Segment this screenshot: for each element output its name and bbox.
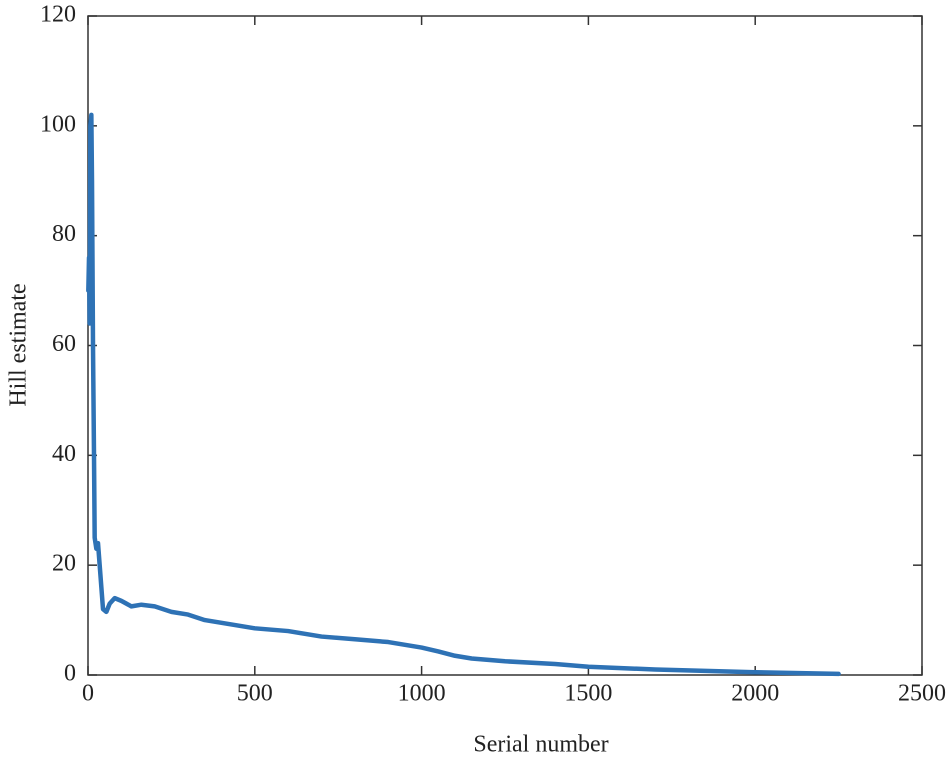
data-line — [86, 112, 841, 677]
plot-frame — [87, 15, 923, 676]
y-tick-label: 60 — [52, 331, 76, 357]
x-tick-label: 0 — [82, 681, 94, 707]
y-axis-label: Hill estimate — [6, 283, 32, 406]
x-tick-label: 2000 — [731, 681, 779, 707]
x-tick-label: 1500 — [564, 681, 612, 707]
y-tick-label: 100 — [40, 111, 76, 137]
y-tick-label: 120 — [40, 2, 76, 28]
y-tick-label: 80 — [52, 221, 76, 247]
x-tick-label: 500 — [237, 681, 273, 707]
x-tick-label: 2500 — [898, 681, 946, 707]
x-tick-label: 1000 — [398, 681, 446, 707]
y-tick-label: 40 — [52, 441, 76, 467]
y-tick-label: 20 — [52, 551, 76, 577]
x-axis-label: Serial number — [473, 732, 608, 758]
y-tick-label: 0 — [64, 661, 76, 687]
